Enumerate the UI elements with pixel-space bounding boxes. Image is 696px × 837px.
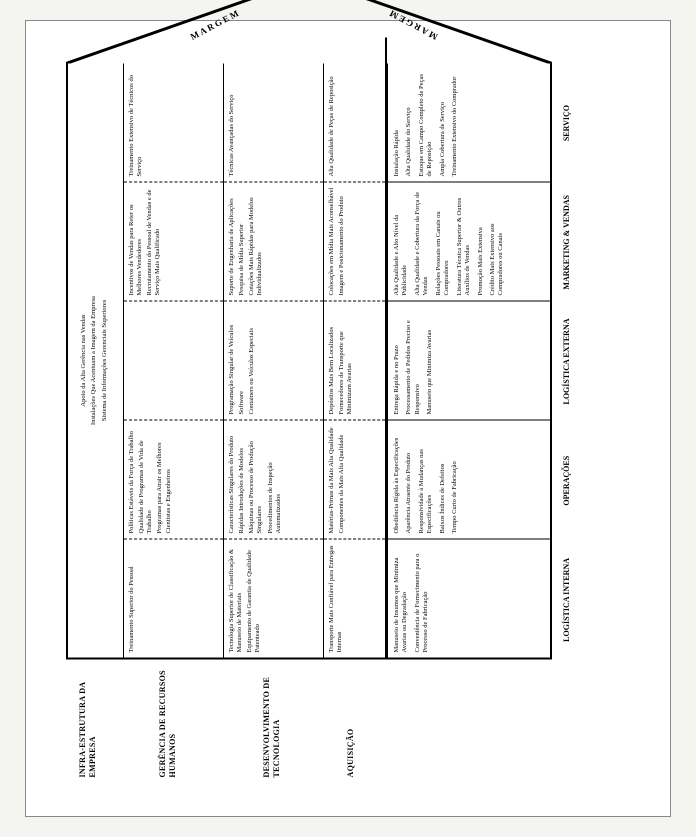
hr-row: Treinamento Superior do Pessoal Política… [124,64,224,660]
t-3-1: Pesquisa de Mídia Superior [238,188,246,296]
primary-cell-4: Instalação Rápida Alta Qualidade do Serv… [388,64,550,182]
hr-cell-1: Políticas Estáveis da Força de Trabalho … [124,420,223,539]
p-3-4: Promoção Mais Extensiva [477,188,485,296]
t-1-0: Características Singulares do Produto [228,426,236,534]
hr-cell-0: Treinamento Superior do Pessoal [124,539,223,658]
acq-cell-4: Alta Qualidade de Peças de Reposição [324,64,385,182]
hr-cell-2 [124,301,223,420]
tech-row: Tecnologia Superior de Classificação & M… [224,64,324,660]
acq-cell-3: Colocações em Mídia Mais Aconselhável Im… [324,182,385,301]
hr-1-0: Políticas Estáveis da Força de Trabalho [128,426,136,534]
a-1-1: Componentes da Mais Alta Qualidade [338,426,346,534]
hr-3-1: Recrutamento do Pessoal de Vendas e de S… [146,188,162,296]
p-0-1: Conveniência de Fornecimento para o Proc… [414,545,431,653]
p-3-3: Literatura Técnica Superior & Outros Aux… [456,188,473,296]
t-0-0: Tecnologia Superior de Classificação & M… [228,545,244,653]
primary-cell-3: Alta Qualidade e Alto Nível da Publicida… [388,182,550,301]
p-4-4: Treinamento Extensivo do Comprador [451,69,459,177]
primary-cell-1: Obediência Rígida às Especificações Apar… [388,420,550,539]
hr-1-2: Programas para Atrair os Melhores Cienti… [156,426,172,534]
acq-row: Transporte Mais Confiável para Entregas … [324,64,386,660]
t-3-3: Cotações Mais Rápidas para Modelos Indiv… [248,188,264,296]
hr-3-0: Incentivos de Vendas para Reter os Melho… [128,188,144,296]
p-3-0: Alta Qualidade e Alto Nível da Publicida… [393,188,410,296]
infra-line-1: Instalações Que Acentuam a Imagem da Emp… [90,296,98,425]
rotated-content: INFRA-ESTRUTURA DA EMPRESA GERÊNCIA DE R… [26,21,672,818]
tech-cell-1: Características Singulares do Produto Rá… [224,420,323,539]
a-0-0: Transporte Mais Confiável para Entregas … [328,545,344,653]
a-1-0: Matérias-Primas da Mais Alta Qualidade [328,426,336,534]
a-2-0: Depósitos Mais Bem Localizados [328,307,336,415]
infra-cell: Apoio da Alta Gerência nas Vendas Instal… [68,64,123,658]
primary-label-0: LOGÍSTICA INTERNA [558,540,572,659]
a-3-0: Colocações em Mídia Mais Aconselhável [328,188,336,296]
t-1-1: Rápidas Introduções de Modelos [238,426,246,534]
a-3-1: Imagem e Posicionamento do Produto [338,188,346,296]
page: INFRA-ESTRUTURA DA EMPRESA GERÊNCIA DE R… [25,20,671,817]
p-1-0: Obediência Rígida às Especificações [393,426,401,534]
infra-line-0: Apoio da Alta Gerência nas Vendas [80,314,88,406]
primary-block: Manuseio de Insumos que Minimiza Avarias… [386,64,552,660]
p-4-1: Alta Qualidade do Serviço [405,69,413,177]
p-3-1: Alta Qualidade e Cobertura da Força de V… [414,188,431,296]
p-4-0: Instalação Rápida [393,69,401,177]
acq-cell-0: Transporte Mais Confiável para Entregas … [324,539,385,658]
p-1-4: Tempo Curto de Fabricação [451,426,459,534]
tech-cell-0: Tecnologia Superior de Classificação & M… [224,539,323,658]
label-acq: AQUISIÇÃO [346,729,356,778]
p-0-0: Manuseio de Insumos que Minimiza Avarias… [393,545,410,653]
p-4-3: Ampla Cobertura de Serviço [439,69,447,177]
label-hr: GERÊNCIA DE RECURSOS HUMANOS [158,668,177,778]
t-3-0: Suporte de Engenharia de Aplicações [228,188,236,296]
t-2-2: Containers ou Veículos Especiais [248,307,256,415]
hr-cell-4: Treinamento Extensivo de Técnicos do Ser… [124,64,223,182]
p-1-3: Baixos Índices de Defeitos [439,426,447,534]
primary-label-2: LOGÍSTICA EXTERNA [558,302,572,421]
acq-cell-2: Depósitos Mais Bem Localizados Fornecedo… [324,301,385,420]
p-3-2: Relações Pessoais em Canais ou Comprador… [435,188,452,296]
a-4-0: Alta Qualidade de Peças de Reposição [328,69,336,177]
margin-arrow-icon [66,0,552,64]
primary-cell-2: Entrega Rápida e no Prazo Processamento … [388,301,550,420]
a-2-1: Fornecedores de Transporte que Minimizam… [338,307,354,415]
acq-cell-1: Matérias-Primas da Mais Alta Qualidade C… [324,420,385,539]
tech-cell-4: Técnicas Avançadas do Serviço [224,64,323,182]
t-1-2: Máquinas ou Processo de Produção Singula… [248,426,264,534]
t-1-3: Procedimentos de Inspeção Automatizados [267,426,283,534]
primary-label-4: SERVIÇO [558,63,572,182]
hr-0-0: Treinamento Superior do Pessoal [128,545,136,653]
infra-line-2: Sistema de Informações Gerenciais Superi… [101,300,109,421]
p-2-1: Processamento de Pedidos Preciso e Respo… [405,307,422,415]
label-infra: INFRA-ESTRUTURA DA EMPRESA [78,668,97,778]
p-1-2: Responsividade à Mudanças nas Especifica… [418,426,435,534]
value-chain-diagram: INFRA-ESTRUTURA DA EMPRESA GERÊNCIA DE R… [66,61,632,778]
primary-labels: LOGÍSTICA INTERNA OPERAÇÕES LOGÍSTICA EX… [558,64,572,660]
t-4-0: Técnicas Avançadas do Serviço [228,69,236,177]
primary-cell-0: Manuseio de Insumos que Minimiza Avarias… [388,539,550,658]
t-0-1: Equipamento de Garantia de Qualidade Pat… [246,545,262,653]
p-3-5: Crédito Mais Extensivo aos Compradores o… [489,188,506,296]
p-2-0: Entrega Rápida e no Prazo [393,307,401,415]
hr-cell-3: Incentivos de Vendas para Reter os Melho… [124,182,223,301]
primary-label-1: OPERAÇÕES [558,421,572,540]
tech-cell-2: Programação Singular de Veículos Softwar… [224,301,323,420]
p-2-2: Manuseio que Minimiza Avarias [426,307,434,415]
primary-label-3: MARKETING & VENDAS [558,183,572,302]
p-4-2: Estoque em Campo Completo de Peças de Re… [418,69,435,177]
label-tech: DESENVOLVIMENTO DE TECNOLOGIA [262,668,281,778]
tech-cell-3: Suporte de Engenharia de Aplicações Pesq… [224,182,323,301]
hr-4-0: Treinamento Extensivo de Técnicos do Ser… [128,69,144,177]
margin-label-bottom: MARGEM [386,7,439,42]
p-1-1: Aparência Atraente do Produto [405,426,413,534]
hr-1-1: Qualidade de Programas de Vida de Trabal… [138,426,154,534]
t-2-0: Programação Singular de Veículos [228,307,236,415]
infra-row: Apoio da Alta Gerência nas Vendas Instal… [66,64,124,660]
margin-label-top: MARGEM [189,7,242,42]
t-2-1: Software [238,307,246,415]
chain-box: Apoio da Alta Gerência nas Vendas Instal… [66,64,552,660]
